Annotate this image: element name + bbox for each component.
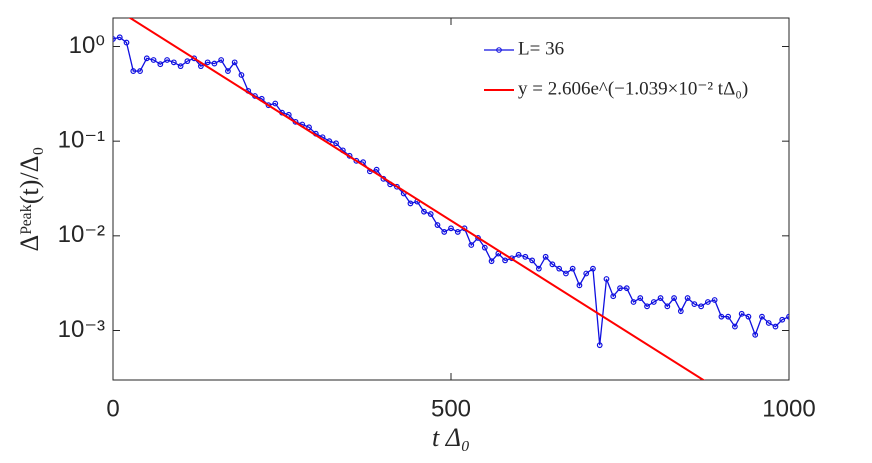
data-point [752,331,759,338]
x-tick-label: 0 [106,395,119,422]
data-point [583,270,590,277]
data-point [522,253,529,260]
data-point [772,323,779,330]
data-point [671,295,677,301]
data-point [211,60,218,67]
data-point [421,208,427,215]
legend-label: L= 36 [518,38,564,59]
y-tick-label: 10⁰ [69,32,105,59]
data-point [468,242,475,248]
y-axis-label: Δᴾᵉᵃᵏ(t)/Δ₀ [15,147,44,252]
data-point [454,229,461,235]
data-point [164,57,170,63]
data-point [549,261,556,268]
data-point [373,166,380,173]
x-tick-label: 1000 [762,395,815,422]
data-point [191,55,198,62]
data-point [157,61,164,68]
data-point [765,320,772,326]
y-tick-label: 10⁻¹ [58,127,105,154]
data-point [704,299,711,305]
data-point [650,299,657,305]
data-point [610,293,617,300]
data-point [272,100,279,107]
data-point [779,316,786,323]
data-point [407,200,414,207]
data-point [448,225,454,232]
data-point [434,222,441,228]
data-point [569,265,576,272]
data-point [218,57,225,63]
data-point [603,276,610,282]
data-point [353,157,360,164]
data-point [759,313,765,320]
data-point [113,36,116,42]
data-point [590,265,596,272]
legend-marker [496,47,502,53]
data-point [306,124,312,131]
data-point [725,313,732,320]
data-point [150,57,157,63]
data-point [238,72,245,78]
data-point [475,235,481,241]
data-point [137,68,143,74]
data-point [556,265,563,272]
data-point [170,59,177,66]
data-point [738,310,745,317]
data-point [542,253,549,260]
data-point [177,63,184,70]
data-point [644,303,650,310]
data-point [231,59,238,66]
data-point [657,295,664,301]
data-point [130,68,137,74]
data-point [711,297,718,303]
data-point [481,244,488,251]
legend-label: y = 2.606e^(−1.039×10⁻² tΔ₀) [518,78,748,99]
y-tick-label: 10⁻² [58,221,105,248]
data-point [698,303,705,310]
data-point [333,140,339,147]
data-point [441,229,448,235]
data-point [265,102,272,109]
data-point [488,258,495,265]
data-point [515,251,522,258]
series-line [113,36,789,346]
series-line [128,18,706,380]
data-point [502,257,508,264]
data-point [204,59,211,66]
data-point [596,342,603,349]
data-point [123,39,130,46]
data-point [637,295,644,301]
data-point [576,282,583,289]
data-point [535,265,542,272]
data-point [143,55,150,62]
data-point [786,313,789,320]
data-point [691,301,698,308]
data-point [617,285,623,292]
data-point [225,68,231,74]
data-point [718,313,725,320]
data-point [732,323,738,330]
y-tick-label: 10⁻³ [58,316,105,343]
data-point [427,211,434,217]
data-point [684,295,691,301]
data-point [563,270,569,277]
data-point [745,313,752,320]
data-point [630,299,637,305]
data-point [664,303,671,310]
data-point [116,34,123,41]
data-point [197,63,204,70]
data-point [529,257,536,264]
series-group [113,18,789,380]
data-point [677,308,684,315]
x-tick-label: 500 [431,395,471,422]
x-axis-label: t Δ₀ [432,423,470,452]
data-point [623,285,630,292]
data-point [184,58,191,65]
